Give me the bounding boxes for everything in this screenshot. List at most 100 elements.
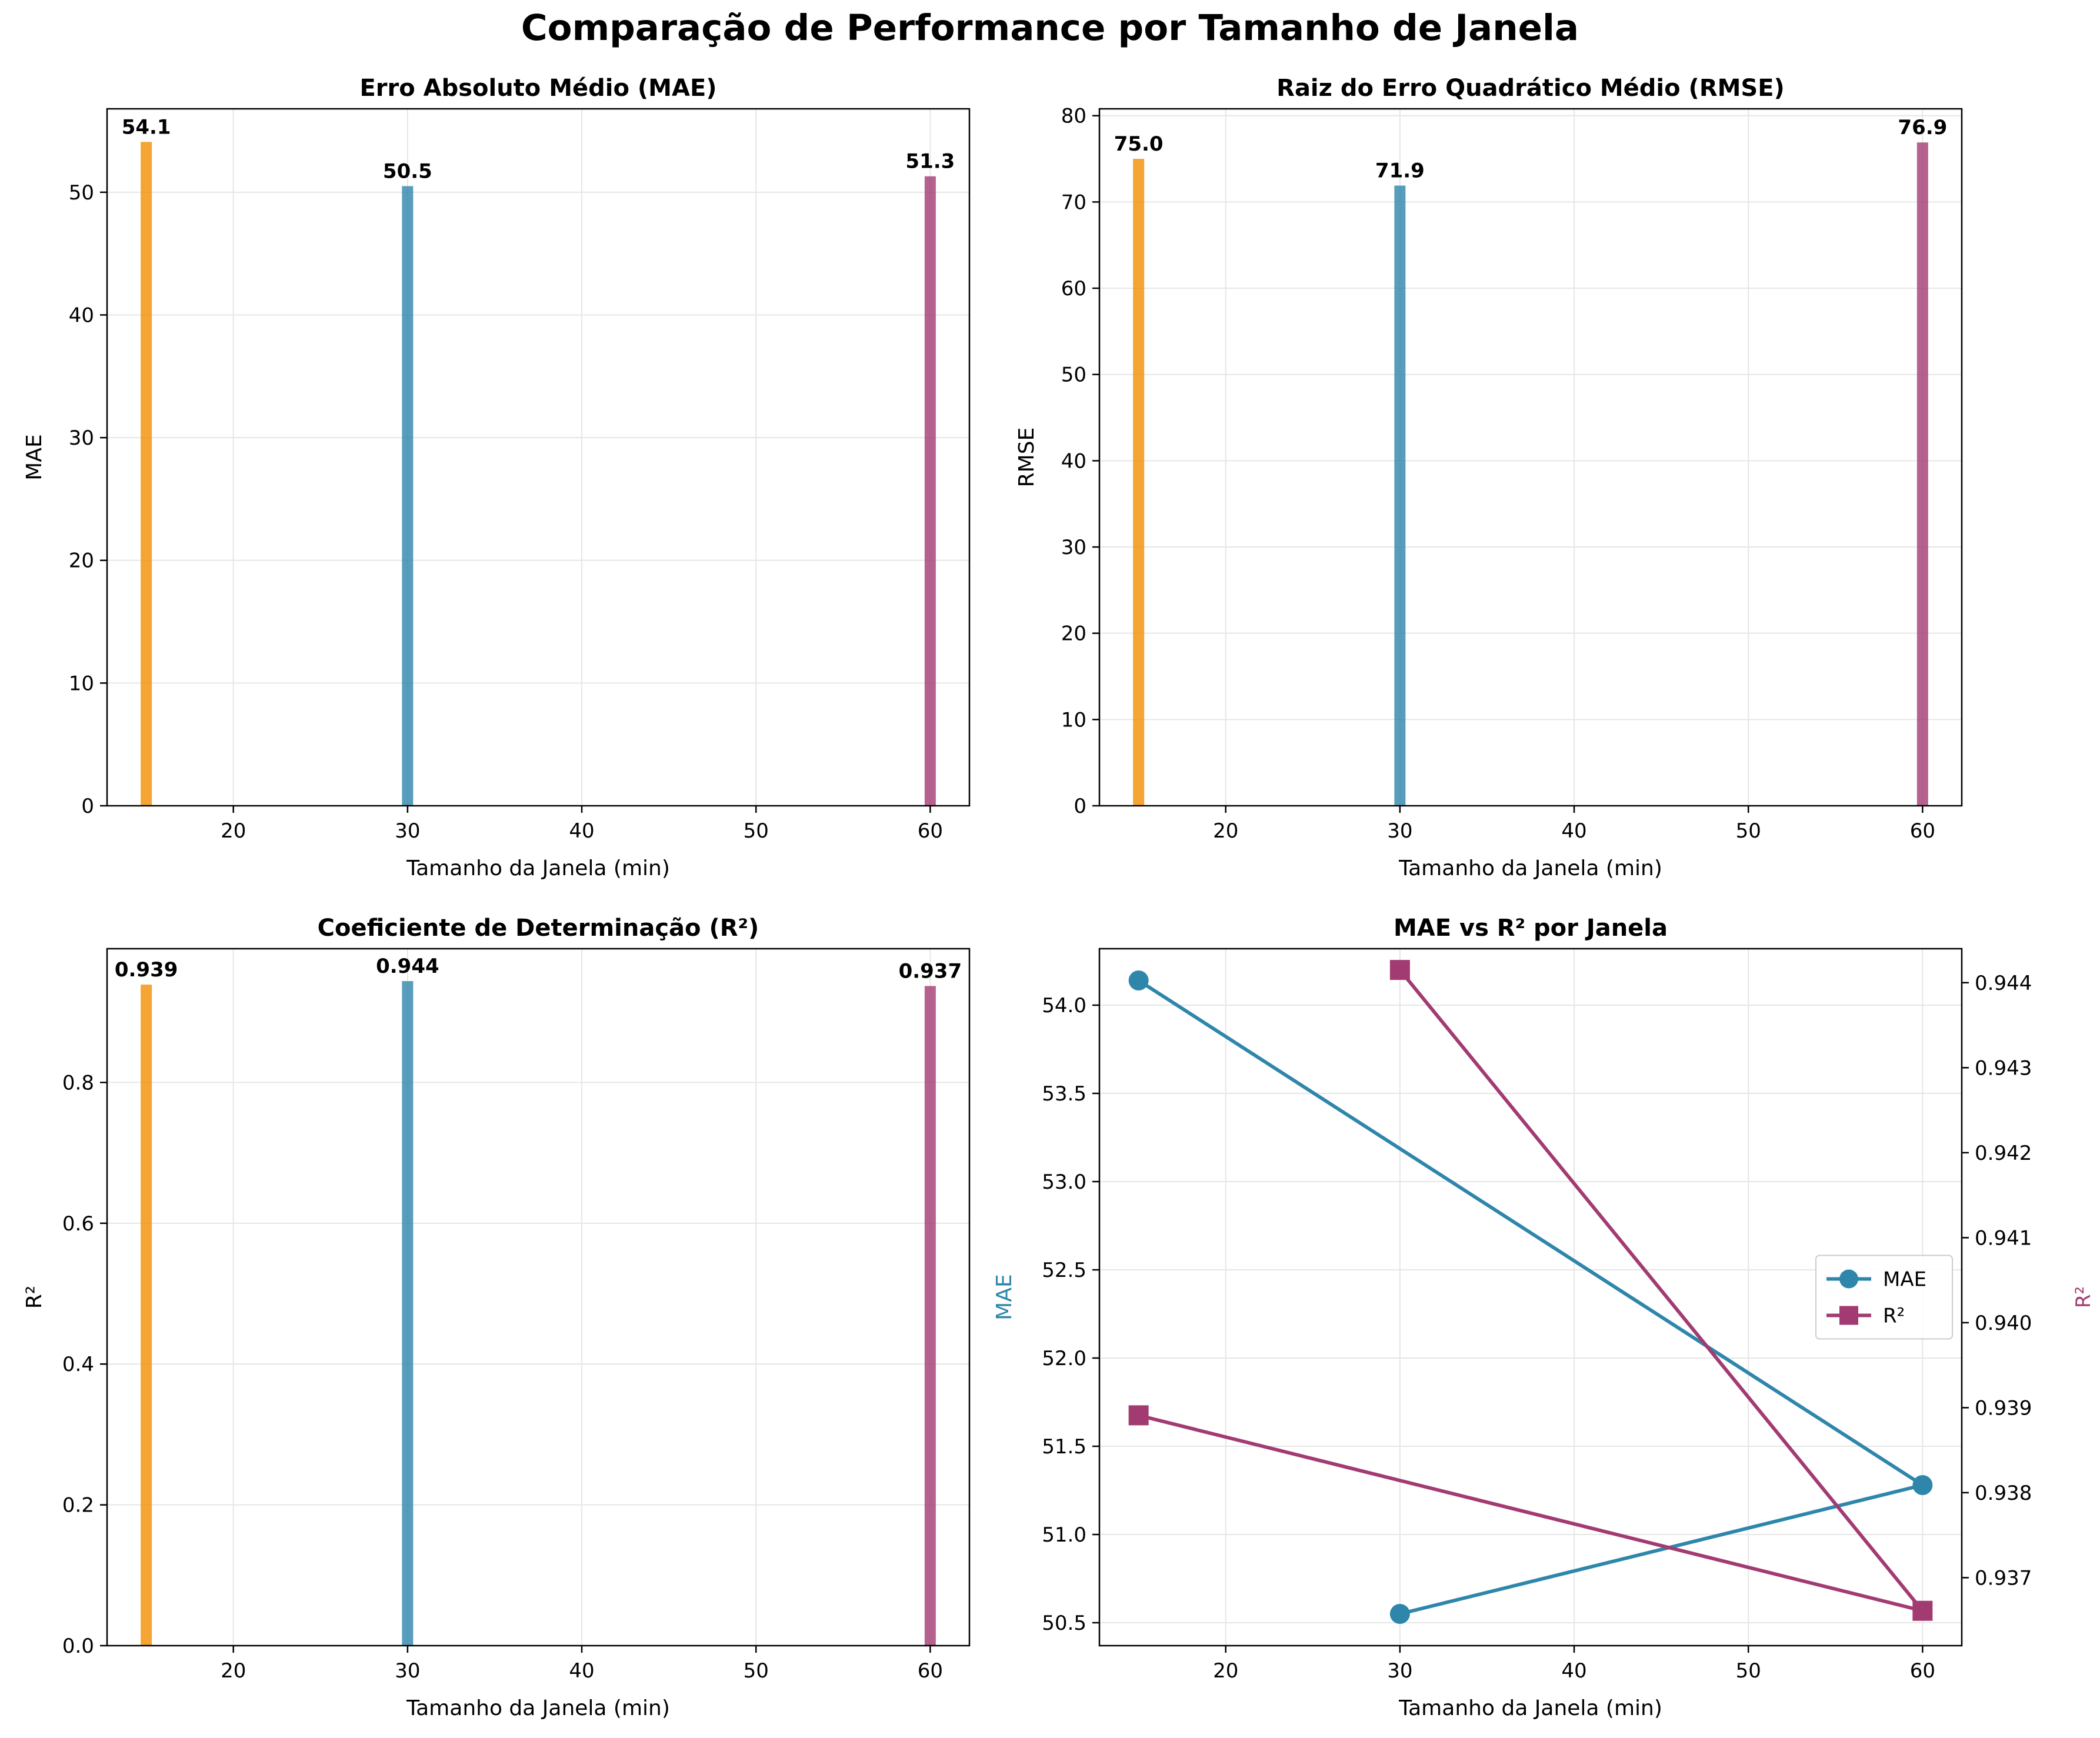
ytick-label-right: 0.943: [1975, 1056, 2032, 1080]
ytick-label: 50.5: [1042, 1612, 1086, 1635]
xtick-label: 40: [1561, 819, 1586, 843]
legend-marker: [1839, 1306, 1858, 1325]
bar-value-label: 76.9: [1898, 116, 1947, 139]
panel-2: 75.0 71.9 76.9 20 30 40 50 60 0 10 20 30 40 50 60 70 80 R…: [1015, 75, 1963, 880]
y-axis-label: RMSE: [1015, 428, 1039, 488]
ytick-label: 20: [1061, 622, 1086, 646]
legend-marker: [1839, 1269, 1858, 1289]
xtick-label: 30: [1387, 1659, 1412, 1683]
ytick-label-right: 0.937: [1975, 1566, 2032, 1590]
xtick-label: 20: [221, 819, 246, 843]
panel-4: 0.937 0.938 0.939 0.940 0.941 0.942 0.943 0.944…: [992, 915, 2095, 1720]
legend-label: R²: [1883, 1305, 1905, 1328]
xtick-label: 50: [744, 1659, 769, 1683]
bar-30: [1394, 185, 1406, 806]
figure-title: Comparação de Performance por Tamanho de…: [521, 7, 1579, 49]
xtick-label: 20: [1213, 1659, 1238, 1683]
xtick-label: 50: [1736, 1659, 1761, 1683]
series-point-mae: [1128, 970, 1149, 990]
bar-15: [141, 985, 152, 1646]
axes-frame: [106, 108, 971, 807]
bar-value-label: 51.3: [905, 150, 955, 174]
ytick-label: 0.6: [62, 1212, 94, 1236]
xtick-label: 60: [918, 819, 943, 843]
bar-60: [1916, 142, 1928, 806]
x-axis-label: Tamanho da Janela (min): [406, 856, 670, 880]
ytick-label: 20: [69, 549, 94, 573]
ytick-label: 0: [1074, 795, 1086, 818]
y-axis-label-right: R²: [2072, 1286, 2095, 1308]
ytick-label-right: 0.939: [1975, 1396, 2032, 1420]
ytick-label: 54.0: [1042, 994, 1086, 1018]
x-axis-label: Tamanho da Janela (min): [406, 1696, 670, 1720]
x-axis-label: Tamanho da Janela (min): [1398, 1696, 1662, 1720]
ytick-label: 80: [1061, 105, 1086, 128]
panel-1: 54.1 50.5 51.3 20 30 40 50 60 0 10 20 30 40 50 Erro Ab…: [22, 75, 971, 880]
ytick-label-right: 0.944: [1975, 972, 2032, 995]
y-axis-label: R²: [22, 1286, 46, 1309]
xtick-label: 30: [1387, 819, 1412, 843]
series-point-mae: [1389, 1604, 1410, 1624]
xtick-label: 40: [569, 819, 594, 843]
xtick-label: 40: [569, 1659, 594, 1683]
ytick-label: 0.8: [62, 1071, 94, 1095]
ytick-label: 10: [1061, 708, 1086, 732]
bar-value-label: 50.5: [383, 159, 432, 183]
series-point-r2: [1389, 960, 1410, 980]
ytick-label: 30: [69, 426, 94, 450]
series-point-r2: [1912, 1600, 1933, 1621]
bar-value-label: 0.939: [115, 958, 178, 982]
xtick-label: 20: [221, 1659, 246, 1683]
bar-30: [402, 981, 414, 1646]
ytick-label: 30: [1061, 536, 1086, 559]
chart-title: Erro Absoluto Médio (MAE): [359, 75, 716, 102]
bar-60: [924, 176, 936, 806]
bar-value-label: 0.937: [899, 959, 962, 983]
ytick-label: 0.0: [62, 1634, 94, 1658]
y-axis-label: MAE: [992, 1274, 1016, 1320]
chart-title: Coeficiente de Determinação (R²): [318, 915, 759, 942]
ytick-label: 50: [1061, 363, 1086, 387]
y-axis-label: MAE: [22, 434, 46, 480]
xtick-label: 60: [1910, 1659, 1935, 1683]
panel-3: 0.939 0.944 0.937 20 30 40 50 60 0.0 0.2 0.4 0.6 0.8…: [22, 915, 971, 1720]
xtick-label: 50: [1736, 819, 1761, 843]
ytick-label: 52.0: [1042, 1347, 1086, 1370]
ytick-label: 51.5: [1042, 1435, 1086, 1459]
bar-value-label: 75.0: [1114, 132, 1164, 156]
ytick-label: 0.2: [62, 1494, 94, 1517]
bar-15: [1133, 159, 1145, 806]
series-line-mae: [1138, 979, 1925, 1616]
ytick-label: 53.5: [1042, 1082, 1086, 1106]
ytick-label: 40: [69, 303, 94, 327]
ytick-label: 40: [1061, 449, 1086, 473]
bar-value-label: 0.944: [376, 955, 439, 978]
ytick-label: 70: [1061, 191, 1086, 214]
ytick-label: 50: [69, 181, 94, 205]
series-point-mae: [1912, 1475, 1933, 1495]
ytick-label-right: 0.938: [1975, 1482, 2032, 1505]
ytick-label-right: 0.941: [1975, 1226, 2032, 1250]
chart-title: MAE vs R² por Janela: [1394, 915, 1668, 942]
ytick-label: 60: [1061, 277, 1086, 301]
xtick-label: 60: [1910, 819, 1935, 843]
xtick-label: 30: [395, 819, 420, 843]
bar-value-label: 54.1: [122, 115, 171, 139]
xtick-label: 30: [395, 1659, 420, 1683]
x-axis-label: Tamanho da Janela (min): [1398, 856, 1662, 880]
bar-60: [924, 986, 936, 1646]
xtick-label: 40: [1561, 1659, 1586, 1683]
bar-value-label: 71.9: [1375, 159, 1425, 183]
ytick-label: 10: [69, 672, 94, 695]
xtick-label: 50: [744, 819, 769, 843]
legend-label: MAE: [1883, 1268, 1926, 1292]
bar-15: [141, 142, 152, 806]
ytick-label: 53.0: [1042, 1170, 1086, 1194]
xtick-label: 60: [918, 1659, 943, 1683]
chart-title: Raiz do Erro Quadrático Médio (RMSE): [1276, 75, 1785, 102]
ytick-label-right: 0.940: [1975, 1312, 2032, 1335]
ytick-label: 0.4: [62, 1353, 94, 1376]
axes-frame: [1098, 108, 1963, 807]
